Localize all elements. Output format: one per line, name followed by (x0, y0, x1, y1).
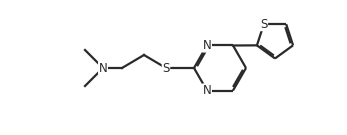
Text: S: S (260, 18, 268, 31)
Text: N: N (99, 62, 107, 75)
Text: N: N (203, 84, 211, 97)
Text: S: S (162, 62, 170, 75)
Text: N: N (203, 39, 211, 52)
